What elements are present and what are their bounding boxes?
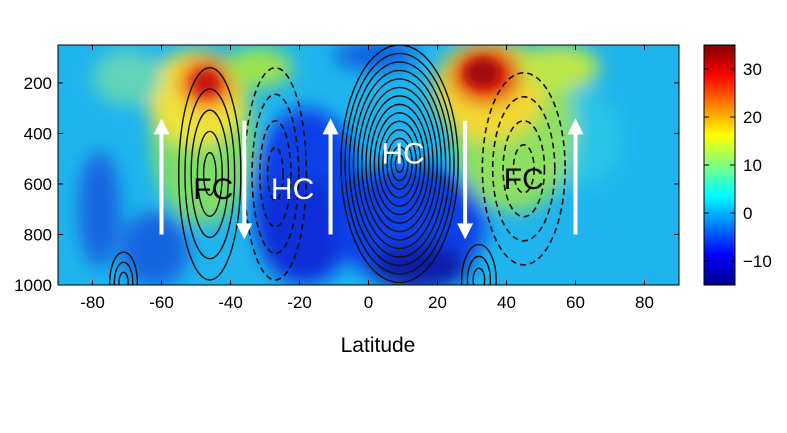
x-tick-label: 80 [635, 293, 654, 312]
contour-north-sfc-1 [472, 267, 486, 285]
contour-north-hadley-5 [377, 120, 422, 207]
contour-south-ferrel-1 [202, 151, 217, 196]
y-axis: 200 400 600 800 1000 [14, 74, 679, 295]
y-tick-label: 600 [24, 175, 52, 194]
contour-north-hadley-7 [369, 103, 430, 224]
x-axis-title: Latitude [341, 334, 416, 357]
contour-south-hadley-2 [259, 119, 292, 228]
x-tick-label: -60 [149, 293, 174, 312]
arrow-down-1 [236, 120, 253, 240]
arrow-up-2 [322, 118, 339, 235]
cell-label-hc-1: HC [271, 173, 314, 206]
contour-north-hadley-3 [386, 137, 413, 190]
contour-south-ferrel-2 [196, 130, 223, 217]
filled-contour-field [58, 45, 679, 285]
field-blob-0 [78, 151, 121, 268]
streamfunction-contours [109, 45, 566, 285]
arrow-down-3 [457, 120, 474, 240]
colorbar-axis: −10 0 10 20 30 [704, 60, 772, 271]
arrow-up-4 [567, 118, 584, 235]
contour-north-hadley-8 [365, 95, 434, 233]
x-tick-label: 20 [428, 293, 447, 312]
contour-south-ferrel-5 [178, 67, 242, 281]
field-blob-16 [92, 50, 162, 106]
contour-north-ferrel-4 [481, 71, 566, 266]
contour-north-ferrel-2 [502, 119, 546, 218]
contour-south-hadley-1 [266, 146, 284, 202]
contour-north-hadley-4 [382, 129, 418, 199]
colorbar-tick-label: 0 [743, 204, 752, 223]
field-blob-5 [371, 244, 469, 285]
contour-north-hadley-6 [373, 112, 426, 216]
contour-north-hadley-13 [344, 52, 455, 275]
arrow-up-0 [153, 118, 170, 235]
x-tick-label: -20 [287, 293, 312, 312]
y-tick-label: 400 [24, 124, 52, 143]
colorbar-tick-label: −10 [743, 252, 772, 271]
contour-north-hadley-11 [352, 69, 447, 258]
contour-north-ferrel-3 [491, 95, 556, 242]
cell-labels: FC HC HC FC [193, 138, 544, 206]
contour-north-ferrel-1 [512, 143, 535, 194]
circulation-arrows [153, 118, 584, 240]
contour-north-hadley-2 [390, 146, 409, 182]
x-tick-label: 60 [566, 293, 585, 312]
x-tick-label: 0 [364, 293, 373, 312]
field-blob-15 [516, 45, 600, 91]
contour-south-polar-3 [109, 251, 139, 285]
field-blob-3 [258, 176, 341, 283]
x-tick-label: -40 [218, 293, 243, 312]
field-blob-6 [334, 45, 417, 71]
contour-north-sfc-2 [466, 255, 492, 285]
cell-label-fc-3: FC [504, 163, 544, 196]
contour-south-polar-2 [113, 261, 134, 285]
x-tick-label: -80 [80, 293, 105, 312]
contour-south-ferrel-4 [184, 88, 236, 260]
x-axis: -80 -60 -40 -20 0 20 40 60 80 [80, 45, 654, 312]
field-blob-14 [223, 47, 293, 88]
contour-south-ferrel-3 [190, 109, 230, 239]
field-blob-1 [120, 211, 190, 285]
field-peak-1 [465, 58, 500, 87]
contour-south-polar-1 [118, 271, 129, 285]
y-tick-label: 200 [24, 74, 52, 93]
y-tick-label: 800 [24, 225, 52, 244]
x-tick-label: 40 [497, 293, 516, 312]
colorbar-tick-label: 30 [743, 60, 762, 79]
contour-north-hadley-12 [348, 61, 451, 267]
contour-north-hadley-1 [394, 154, 405, 173]
contour-south-hadley-3 [251, 93, 300, 255]
contour-north-hadley-10 [356, 78, 443, 250]
y-tick-label: 1000 [14, 276, 52, 295]
colorbar-tick-label: 10 [743, 156, 762, 175]
cell-label-hc-2: HC [381, 138, 424, 171]
contour-north-hadley-9 [361, 86, 438, 241]
contour-north-sfc-3 [460, 243, 497, 285]
colorbar-tick-label: 20 [743, 108, 762, 127]
cell-label-fc-0: FC [193, 173, 233, 206]
